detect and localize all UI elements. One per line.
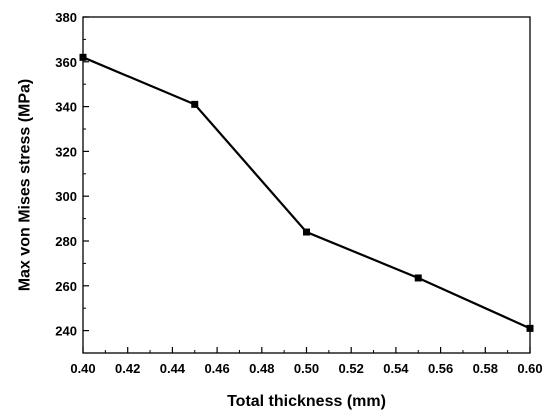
x-tick-label: 0.56: [428, 361, 453, 376]
data-point: [414, 274, 422, 282]
y-tick-label: 340: [55, 100, 77, 115]
x-axis-title: Total thickness (mm): [227, 393, 386, 410]
y-tick-label: 360: [55, 55, 77, 70]
y-tick-label: 300: [55, 189, 77, 204]
x-tick-label: 0.40: [70, 361, 95, 376]
ticks: [82, 16, 531, 354]
x-tick-label: 0.46: [204, 361, 229, 376]
x-tick-label: 0.54: [383, 361, 409, 376]
tick-labels: 0.40 0.42 0.44 0.46 0.48 0.50 0.52 0.54 0.56 0.58…: [55, 10, 542, 376]
markers: [79, 53, 534, 332]
x-tick-label: 0.42: [115, 361, 140, 376]
y-tick-label: 320: [55, 144, 77, 159]
y-axis-title: Max von Mises stress (MPa): [17, 79, 34, 292]
plot-frame: [82, 16, 531, 354]
data-point: [303, 228, 310, 236]
series-line: [82, 56, 531, 330]
x-tick-label: 0.52: [339, 361, 364, 376]
y-tick-label: 280: [55, 234, 77, 249]
x-tick-label: 0.48: [249, 361, 274, 376]
y-tick-label: 380: [55, 10, 77, 25]
x-tick-label: 0.58: [473, 361, 498, 376]
y-tick-label: 260: [55, 279, 77, 294]
data-point: [191, 100, 199, 108]
y-tick-label: 240: [55, 324, 77, 339]
x-tick-label: 0.44: [160, 361, 186, 376]
x-tick-label: 0.50: [294, 361, 319, 376]
x-tick-label: 0.60: [517, 361, 542, 376]
